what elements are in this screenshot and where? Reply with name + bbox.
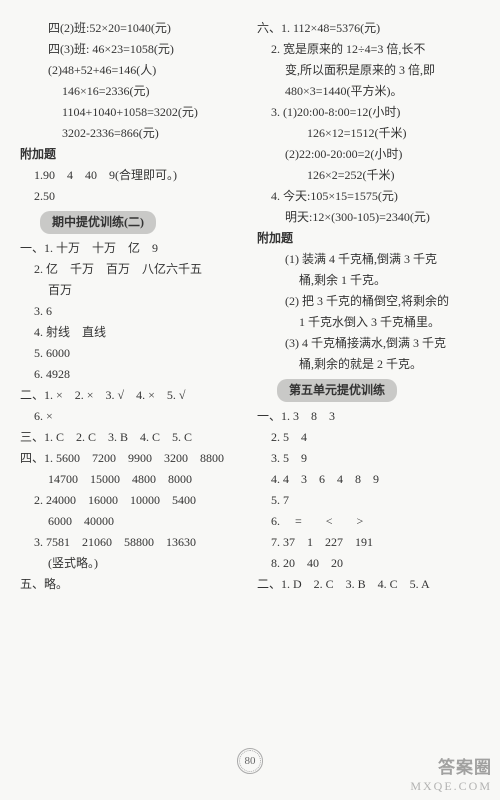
fujia-heading: 附加题	[20, 144, 243, 165]
text-line: 三、1. C 2. C 3. B 4. C 5. C	[20, 427, 243, 448]
text-line: (3) 4 千克桶接满水,倒满 3 千克	[257, 333, 480, 354]
text-line: 六、1. 112×48=5376(元)	[257, 18, 480, 39]
text-line: 3. 7581 21060 58800 13630	[20, 532, 243, 553]
text-line: 4. 今天:105×15=1575(元)	[257, 186, 480, 207]
page-number-value: 80	[245, 755, 256, 767]
text-line: 2.50	[20, 186, 243, 207]
text-line: 3. 6	[20, 301, 243, 322]
text-line: 126×2=252(千米)	[257, 165, 480, 186]
text-line: 1.90 4 40 9(合理即可。)	[20, 165, 243, 186]
text-line: 6000 40000	[20, 511, 243, 532]
text-line: (1) 装满 4 千克桶,倒满 3 千克	[257, 249, 480, 270]
text-line: 二、1. D 2. C 3. B 4. C 5. A	[257, 574, 480, 595]
text-line: 2. 5 4	[257, 427, 480, 448]
text-line: 126×12=1512(千米)	[257, 123, 480, 144]
text-line: 2. 宽是原来的 12÷4=3 倍,长不	[257, 39, 480, 60]
text-line: 5. 7	[257, 490, 480, 511]
text-line: 14700 15000 4800 8000	[20, 469, 243, 490]
section-title-label: 期中提优训练(二)	[40, 211, 156, 234]
right-column: 六、1. 112×48=5376(元) 2. 宽是原来的 12÷4=3 倍,长不…	[257, 18, 480, 595]
text-line: (2)22:00-20:00=2(小时)	[257, 144, 480, 165]
text-line: 2. 24000 16000 10000 5400	[20, 490, 243, 511]
page-columns: 四(2)班:52×20=1040(元) 四(3)班: 46×23=1058(元)…	[0, 0, 500, 605]
text-line: 6. 4928	[20, 364, 243, 385]
watermark-url: MXQE.COM	[410, 779, 492, 795]
text-line: 四(3)班: 46×23=1058(元)	[20, 39, 243, 60]
text-line: 3. (1)20:00-8:00=12(小时)	[257, 102, 480, 123]
text-line: 百万	[20, 280, 243, 301]
text-line: 一、1. 3 8 3	[257, 406, 480, 427]
text-line: 6. ×	[20, 406, 243, 427]
watermark-title: 答案圈	[410, 757, 492, 779]
fujia-heading: 附加题	[257, 228, 480, 249]
text-line: 8. 20 40 20	[257, 553, 480, 574]
text-line: (2)48+52+46=146(人)	[20, 60, 243, 81]
text-line: 一、1. 十万 十万 亿 9	[20, 238, 243, 259]
text-line: 3202-2336=866(元)	[20, 123, 243, 144]
left-column: 四(2)班:52×20=1040(元) 四(3)班: 46×23=1058(元)…	[20, 18, 243, 595]
watermark: 答案圈 MXQE.COM	[410, 757, 492, 795]
section-title-unit5: 第五单元提优训练	[257, 375, 480, 406]
text-line: 3. 5 9	[257, 448, 480, 469]
text-line: (2) 把 3 千克的桶倒空,将剩余的	[257, 291, 480, 312]
text-line: 146×16=2336(元)	[20, 81, 243, 102]
text-line: 四、1. 5600 7200 9900 3200 8800	[20, 448, 243, 469]
section-title-label: 第五单元提优训练	[277, 379, 397, 402]
section-title-midterm2: 期中提优训练(二)	[20, 207, 243, 238]
text-line: 1104+1040+1058=3202(元)	[20, 102, 243, 123]
text-line: 桶,剩余的就是 2 千克。	[257, 354, 480, 375]
text-line: 二、1. × 2. × 3. √ 4. × 5. √	[20, 385, 243, 406]
text-line: 桶,剩余 1 千克。	[257, 270, 480, 291]
text-line: 变,所以面积是原来的 3 倍,即	[257, 60, 480, 81]
text-line: (竖式略。)	[20, 553, 243, 574]
text-line: 6. = < >	[257, 511, 480, 532]
text-line: 5. 6000	[20, 343, 243, 364]
text-line: 480×3=1440(平方米)。	[257, 81, 480, 102]
page-number: 80	[237, 748, 263, 774]
text-line: 7. 37 1 227 191	[257, 532, 480, 553]
text-line: 4. 4 3 6 4 8 9	[257, 469, 480, 490]
text-line: 2. 亿 千万 百万 八亿六千五	[20, 259, 243, 280]
text-line: 四(2)班:52×20=1040(元)	[20, 18, 243, 39]
text-line: 明天:12×(300-105)=2340(元)	[257, 207, 480, 228]
text-line: 4. 射线 直线	[20, 322, 243, 343]
text-line: 五、略。	[20, 574, 243, 595]
text-line: 1 千克水倒入 3 千克桶里。	[257, 312, 480, 333]
